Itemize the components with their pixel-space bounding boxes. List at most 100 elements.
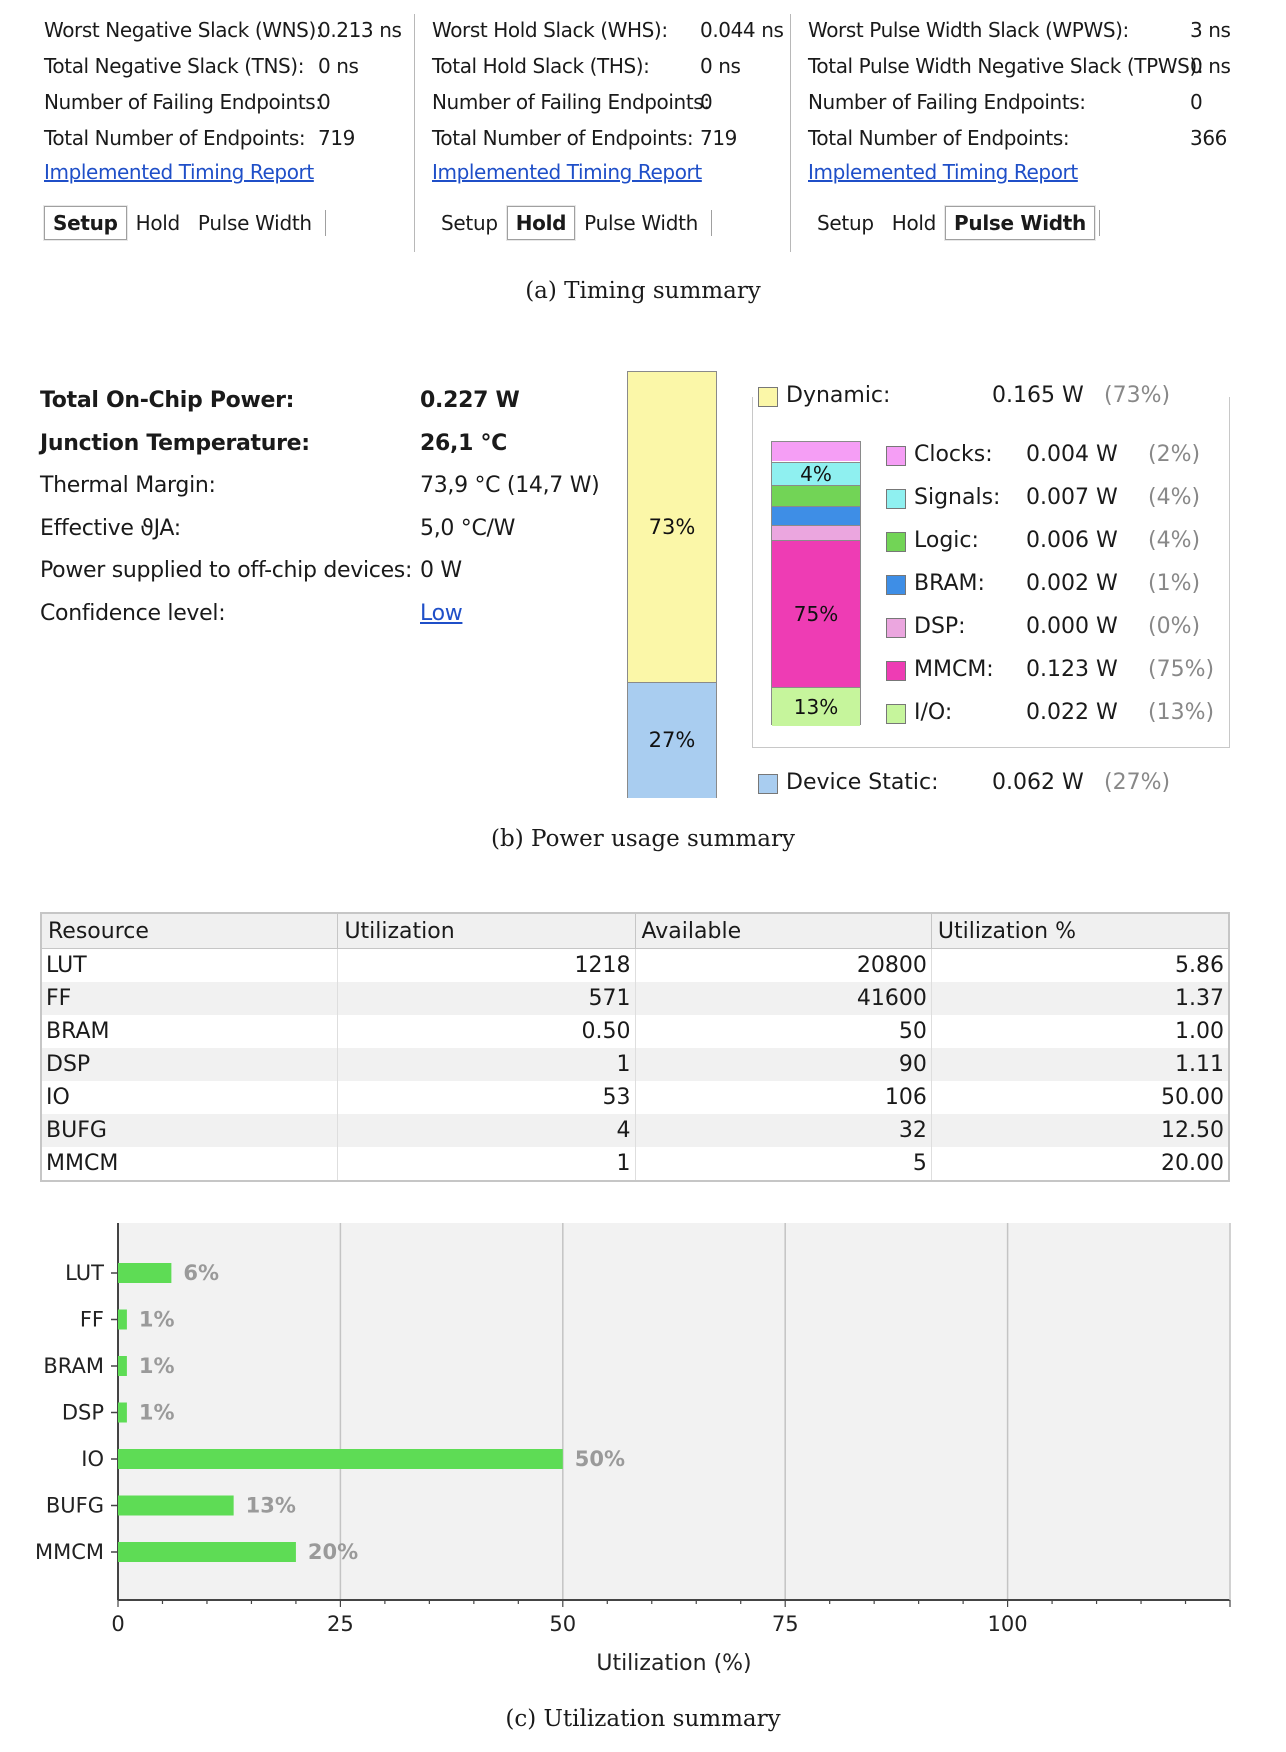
tab-setup[interactable]: Setup <box>817 211 874 235</box>
timing-label: Total Hold Slack (THS): <box>432 54 650 78</box>
legend-name: MMCM: <box>914 657 994 682</box>
data-label: 50% <box>575 1447 625 1471</box>
bar-segment-dsp <box>772 525 860 540</box>
y-tick-label: MMCM <box>35 1540 104 1564</box>
table-cell: BRAM <box>40 1015 338 1048</box>
tab-separator <box>324 210 326 236</box>
timing-row: Total Number of Endpoints: 366 <box>808 123 1238 153</box>
power-label: Total On-Chip Power: <box>40 388 295 413</box>
data-label: 1% <box>139 1308 175 1332</box>
timing-row: Worst Pulse Width Slack (WPWS): 3 ns <box>808 15 1238 45</box>
legend-swatch <box>886 661 906 681</box>
table-row: IO 53 106 50.00 <box>40 1081 1229 1114</box>
power-row: Effective ϑJA: 5,0 °C/W <box>40 510 600 548</box>
legend-swatch <box>886 575 906 595</box>
data-label: 20% <box>308 1540 358 1564</box>
timing-row: Total Number of Endpoints: 719 <box>44 123 404 153</box>
power-row: Total On-Chip Power: 0.227 W <box>40 382 600 420</box>
implemented-timing-report-link[interactable]: Implemented Timing Report <box>808 160 1078 184</box>
legend-name: I/O: <box>914 700 953 725</box>
table-row: BUFG 4 32 12.50 <box>40 1114 1229 1147</box>
timing-label: Worst Hold Slack (WHS): <box>432 18 668 42</box>
table-cell: BUFG <box>40 1114 338 1147</box>
tab-hold[interactable]: Hold <box>891 211 937 235</box>
tab-setup[interactable]: Setup <box>44 206 127 240</box>
tab-setup[interactable]: Setup <box>441 211 498 235</box>
power-caption: (b) Power usage summary <box>491 826 795 852</box>
timing-row: Total Negative Slack (TNS): 0 ns <box>44 51 404 81</box>
timing-label: Total Number of Endpoints: <box>432 126 694 150</box>
dynamic-breakdown-frame <box>752 397 1230 748</box>
bar-dsp <box>118 1402 127 1423</box>
legend-pct: (13%) <box>1148 700 1215 725</box>
legend-pct: (2%) <box>1148 442 1201 467</box>
timing-value: 719 <box>318 126 355 150</box>
timing-row: Number of Failing Endpoints: 0 <box>808 87 1238 117</box>
legend-watts: 0.007 W <box>1026 485 1118 510</box>
y-tick-label: DSP <box>62 1401 104 1425</box>
table-cell: 0.50 <box>337 1015 636 1048</box>
timing-label: Worst Pulse Width Slack (WPWS): <box>808 18 1129 42</box>
y-tick-label: FF <box>80 1308 104 1332</box>
timing-label: Total Pulse Width Negative Slack (TPWS): <box>808 54 1204 78</box>
table-cell: DSP <box>40 1048 338 1081</box>
table-row: BRAM 0.50 50 1.00 <box>40 1015 1229 1048</box>
power-row: Thermal Margin: 73,9 °C (14,7 W) <box>40 467 600 505</box>
power-value: 26,1 °C <box>420 430 507 456</box>
timing-value: 0 <box>318 90 331 114</box>
timing-panel: Worst Hold Slack (WHS): 0.044 ns Total Hol… <box>432 8 792 252</box>
table-cell: 20800 <box>634 948 932 982</box>
y-tick-label: BUFG <box>46 1494 104 1518</box>
data-label: 1% <box>139 1354 175 1378</box>
x-tick-label: 50 <box>549 1612 576 1636</box>
power-label: Effective ϑJA: <box>40 515 181 541</box>
power-row: Power supplied to off-chip devices: 0 W <box>40 552 600 590</box>
legend-name: BRAM: <box>914 571 985 596</box>
legend-name: Logic: <box>914 528 979 553</box>
legend-swatch <box>886 489 906 509</box>
timing-label: Number of Failing Endpoints: <box>44 90 322 114</box>
legend-name: Device Static: <box>786 770 939 795</box>
legend-swatch <box>758 387 778 407</box>
timing-tabs: Setup Hold Pulse Width <box>808 206 1100 240</box>
legend-name: Signals: <box>914 485 1001 510</box>
legend-pct: (1%) <box>1148 571 1201 596</box>
table-cell: FF <box>40 982 338 1015</box>
table-cell: 1 <box>337 1048 636 1081</box>
y-tick-label: BRAM <box>43 1354 104 1378</box>
implemented-timing-report-link[interactable]: Implemented Timing Report <box>44 160 314 184</box>
implemented-timing-report-link[interactable]: Implemented Timing Report <box>432 160 702 184</box>
bar-segment-bram <box>772 506 860 525</box>
x-tick-label: 0 <box>111 1612 124 1636</box>
tab-hold[interactable]: Hold <box>135 211 181 235</box>
legend-pct: (4%) <box>1148 528 1201 553</box>
y-tick-label: IO <box>81 1447 104 1471</box>
timing-row: Worst Negative Slack (WNS): 0.213 ns <box>44 15 404 45</box>
table-cell: 50 <box>634 1015 932 1048</box>
legend-swatch <box>886 618 906 638</box>
timing-row: Total Hold Slack (THS): 0 ns <box>432 51 792 81</box>
table-cell: LUT <box>40 948 338 982</box>
power-label: Confidence level: <box>40 600 226 626</box>
timing-label: Worst Negative Slack (WNS): <box>44 18 323 42</box>
table-cell: 1218 <box>337 948 636 982</box>
table-row: FF 571 41600 1.37 <box>40 982 1229 1015</box>
panel-divider <box>414 14 415 252</box>
tab-pulse-width[interactable]: Pulse Width <box>945 206 1095 240</box>
utilization-bar-chart: 0 25 50 75 100 Utilization (%) LUT 6% FF 1% BRAM 1%… <box>35 1223 1231 1676</box>
legend-watts: 0.165 W <box>992 383 1084 408</box>
data-label: 13% <box>246 1494 296 1518</box>
timing-row: Number of Failing Endpoints: 0 <box>432 87 792 117</box>
legend-pct: (73%) <box>1104 383 1171 408</box>
confidence-level-link[interactable]: Low <box>420 600 463 626</box>
power-value: 5,0 °C/W <box>420 515 516 541</box>
table-cell: 20.00 <box>930 1147 1229 1181</box>
tab-pulse-width[interactable]: Pulse Width <box>197 211 312 235</box>
tab-hold[interactable]: Hold <box>506 206 576 240</box>
table-cell: 50.00 <box>930 1081 1229 1114</box>
tab-pulse-width[interactable]: Pulse Width <box>584 211 699 235</box>
legend-pct: (27%) <box>1104 770 1171 795</box>
power-label: Junction Temperature: <box>40 430 310 456</box>
table-cell: 106 <box>634 1081 932 1114</box>
timing-panel: Worst Pulse Width Slack (WPWS): 3 ns Total… <box>808 8 1238 252</box>
